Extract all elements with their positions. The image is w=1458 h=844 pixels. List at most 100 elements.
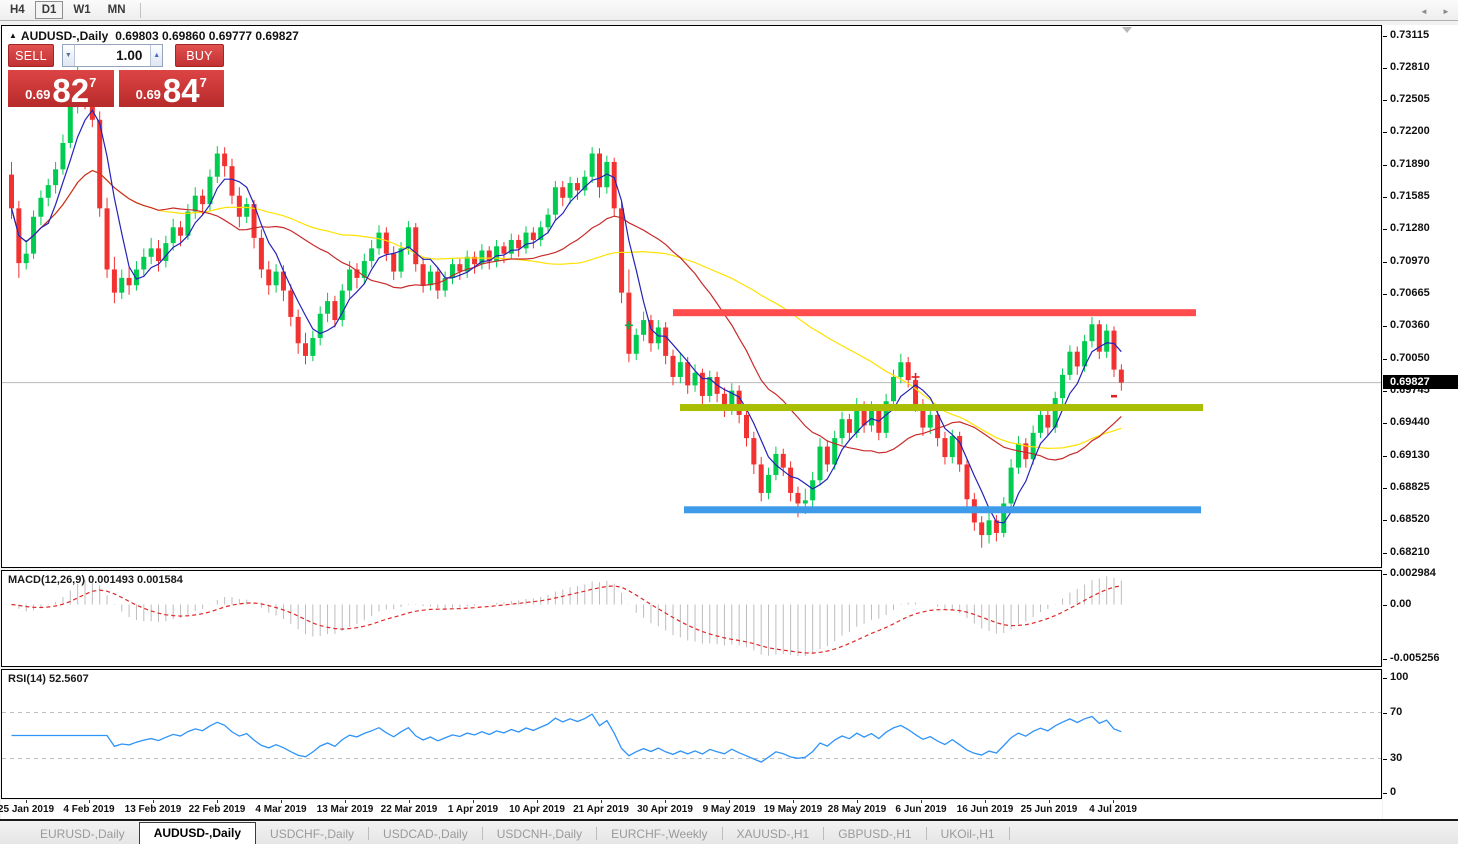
chart-ohlc-values: 0.69803 0.69860 0.69777 0.69827 <box>115 29 299 43</box>
date-tick-label: 19 May 2019 <box>763 804 823 815</box>
price-tick-label: 0.68520 <box>1390 513 1430 526</box>
date-tick-label: 21 Apr 2019 <box>573 804 629 815</box>
chart-title: ▲ AUDUSD-,Daily 0.69803 0.69860 0.69777 0.… <box>9 29 299 43</box>
tab-scroll-right-icon[interactable]: ► <box>1442 7 1450 16</box>
timeframe-toolbar: H4 D1 W1 MN <box>0 0 1458 21</box>
price-axis-tick <box>1383 132 1387 134</box>
volume-input[interactable] <box>74 45 151 66</box>
chart-tab-eurusd[interactable]: EURUSD-,Daily <box>40 827 125 841</box>
price-tick-label: 0.72200 <box>1390 125 1430 138</box>
timeframe-button-w1[interactable]: W1 <box>73 4 91 16</box>
chart-shift-marker-icon[interactable] <box>1122 27 1132 33</box>
price-axis-tick <box>1383 488 1387 490</box>
macd-tick-label: 0.002984 <box>1390 566 1436 579</box>
tab-separator <box>596 827 598 840</box>
chart-tab-eurchf[interactable]: EURCHF-,Weekly <box>611 827 708 841</box>
date-tick-label: 25 Jun 2019 <box>1020 804 1078 815</box>
date-axis-tick <box>345 800 346 803</box>
date-tick-label: 1 Apr 2019 <box>447 804 499 815</box>
timeframe-button-mn[interactable]: MN <box>107 4 126 16</box>
rsi-tick-label: 70 <box>1390 705 1403 718</box>
chart-tab-usdcnh[interactable]: USDCNH-,Daily <box>496 827 583 841</box>
macd-indicator-pane[interactable]: MACD(12,26,9) 0.001493 0.001584 <box>1 570 1382 667</box>
volume-increase-icon[interactable]: ▲ <box>150 45 162 66</box>
rsi-chart-canvas[interactable] <box>2 670 1381 798</box>
rsi-tick-label: 0 <box>1390 786 1397 798</box>
volume-decrease-icon[interactable]: ▼ <box>63 45 75 66</box>
date-axis-tick <box>217 800 218 803</box>
date-axis-tick <box>857 800 858 803</box>
tab-separator <box>823 827 825 840</box>
date-axis-tick <box>26 800 27 803</box>
sell-price-big: 82 <box>52 72 90 109</box>
timeframe-button-h4[interactable]: H4 <box>10 4 25 16</box>
date-tick-label: 25 Jan 2019 <box>0 804 55 815</box>
date-axis-tick <box>601 800 602 803</box>
date-axis[interactable]: 25 Jan 2019 4 Feb 2019 13 Feb 2019 22 Feb 2… <box>0 800 1382 819</box>
price-axis-tick <box>1383 423 1387 425</box>
tab-separator <box>721 827 723 840</box>
date-tick-label: 6 Jun 2019 <box>895 804 947 815</box>
macd-axis-tick <box>1383 658 1387 660</box>
date-tick-label: 30 Apr 2019 <box>637 804 693 815</box>
sell-button[interactable]: SELL <box>8 44 54 67</box>
current-price-tag: 0.69827 <box>1383 374 1458 389</box>
tab-scroll-left-icon[interactable]: ◄ <box>1420 7 1428 16</box>
price-tick-label: 0.70050 <box>1390 352 1430 365</box>
price-axis-tick <box>1383 262 1387 264</box>
price-axis-tick <box>1383 359 1387 361</box>
chart-collapse-icon[interactable]: ▲ <box>9 31 17 40</box>
macd-label: MACD(12,26,9) 0.001493 0.001584 <box>8 574 183 586</box>
date-axis-tick <box>665 800 666 803</box>
buy-quote-panel[interactable]: 0.69 84 7 <box>118 70 224 107</box>
chart-tab-usdchf[interactable]: USDCHF-,Daily <box>270 827 355 841</box>
date-tick-label: 4 Feb 2019 <box>63 804 115 815</box>
price-axis-tick <box>1383 100 1387 102</box>
date-axis-tick <box>985 800 986 803</box>
sell-quote-panel[interactable]: 0.69 82 7 <box>8 70 114 107</box>
date-axis-tick <box>89 800 90 803</box>
rsi-indicator-pane[interactable]: RSI(14) 52.5607 <box>1 669 1382 799</box>
price-axis-tick <box>1383 197 1387 199</box>
chart-tab-gbpusd[interactable]: GBPUSD-,H1 <box>838 827 912 841</box>
price-axis[interactable]: 0.73115 0.72810 0.72505 0.72200 0.71890 0.715… <box>1383 25 1458 819</box>
sell-price-sup: 7 <box>89 75 97 90</box>
price-tick-label: 0.71280 <box>1390 222 1430 235</box>
date-axis-tick <box>537 800 538 803</box>
price-tick-label: 0.68825 <box>1390 481 1430 494</box>
macd-axis-tick <box>1383 573 1387 575</box>
price-axis-tick <box>1383 294 1387 296</box>
chart-tab-bar: EURUSD-,Daily AUDUSD-,Daily USDCHF-,Daily U… <box>0 821 1458 844</box>
date-tick-label: 4 Jul 2019 <box>1089 804 1137 815</box>
date-axis-tick <box>793 800 794 803</box>
tab-separator <box>1008 827 1010 840</box>
chart-tab-audusd[interactable]: AUDUSD-,Daily <box>138 822 257 844</box>
price-axis-tick <box>1383 68 1387 70</box>
chart-tab-xauusd[interactable]: XAUUSD-,H1 <box>736 827 810 841</box>
chart-tab-ukoil[interactable]: UKOil-,H1 <box>940 827 995 841</box>
price-axis-tick <box>1383 165 1387 167</box>
price-axis-tick <box>1383 36 1387 37</box>
macd-chart-canvas[interactable] <box>2 571 1381 666</box>
workspace-bottom-edge <box>0 819 1458 821</box>
price-chart-pane[interactable] <box>1 25 1382 568</box>
price-tick-label: 0.69440 <box>1390 416 1430 429</box>
tab-separator <box>925 827 927 840</box>
chart-tab-usdcad[interactable]: USDCAD-,Daily <box>383 827 468 841</box>
toolbar-separator <box>139 2 141 18</box>
timeframe-button-d1[interactable]: D1 <box>34 1 64 19</box>
date-tick-label: 10 Apr 2019 <box>509 804 565 815</box>
price-tick-label: 0.70970 <box>1390 255 1430 268</box>
candlestick-chart-canvas[interactable] <box>2 26 1381 567</box>
price-tick-label: 0.70665 <box>1390 287 1430 300</box>
buy-price-sup: 7 <box>199 75 207 90</box>
date-tick-label: 13 Mar 2019 <box>316 804 374 815</box>
price-axis-tick <box>1383 456 1387 458</box>
buy-button[interactable]: BUY <box>175 44 224 67</box>
date-axis-tick <box>473 800 474 803</box>
date-axis-tick <box>1049 800 1050 803</box>
rsi-axis-tick <box>1383 793 1387 794</box>
chart-symbol-label: AUDUSD-,Daily <box>20 29 109 43</box>
date-tick-label: 13 Feb 2019 <box>124 804 182 815</box>
price-tick-label: 0.68210 <box>1390 546 1430 558</box>
